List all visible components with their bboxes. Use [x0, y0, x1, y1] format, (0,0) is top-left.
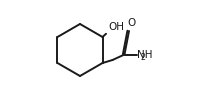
Text: OH: OH — [109, 22, 125, 32]
Text: NH: NH — [137, 50, 153, 60]
Text: O: O — [127, 18, 135, 28]
Text: 2: 2 — [141, 54, 146, 62]
